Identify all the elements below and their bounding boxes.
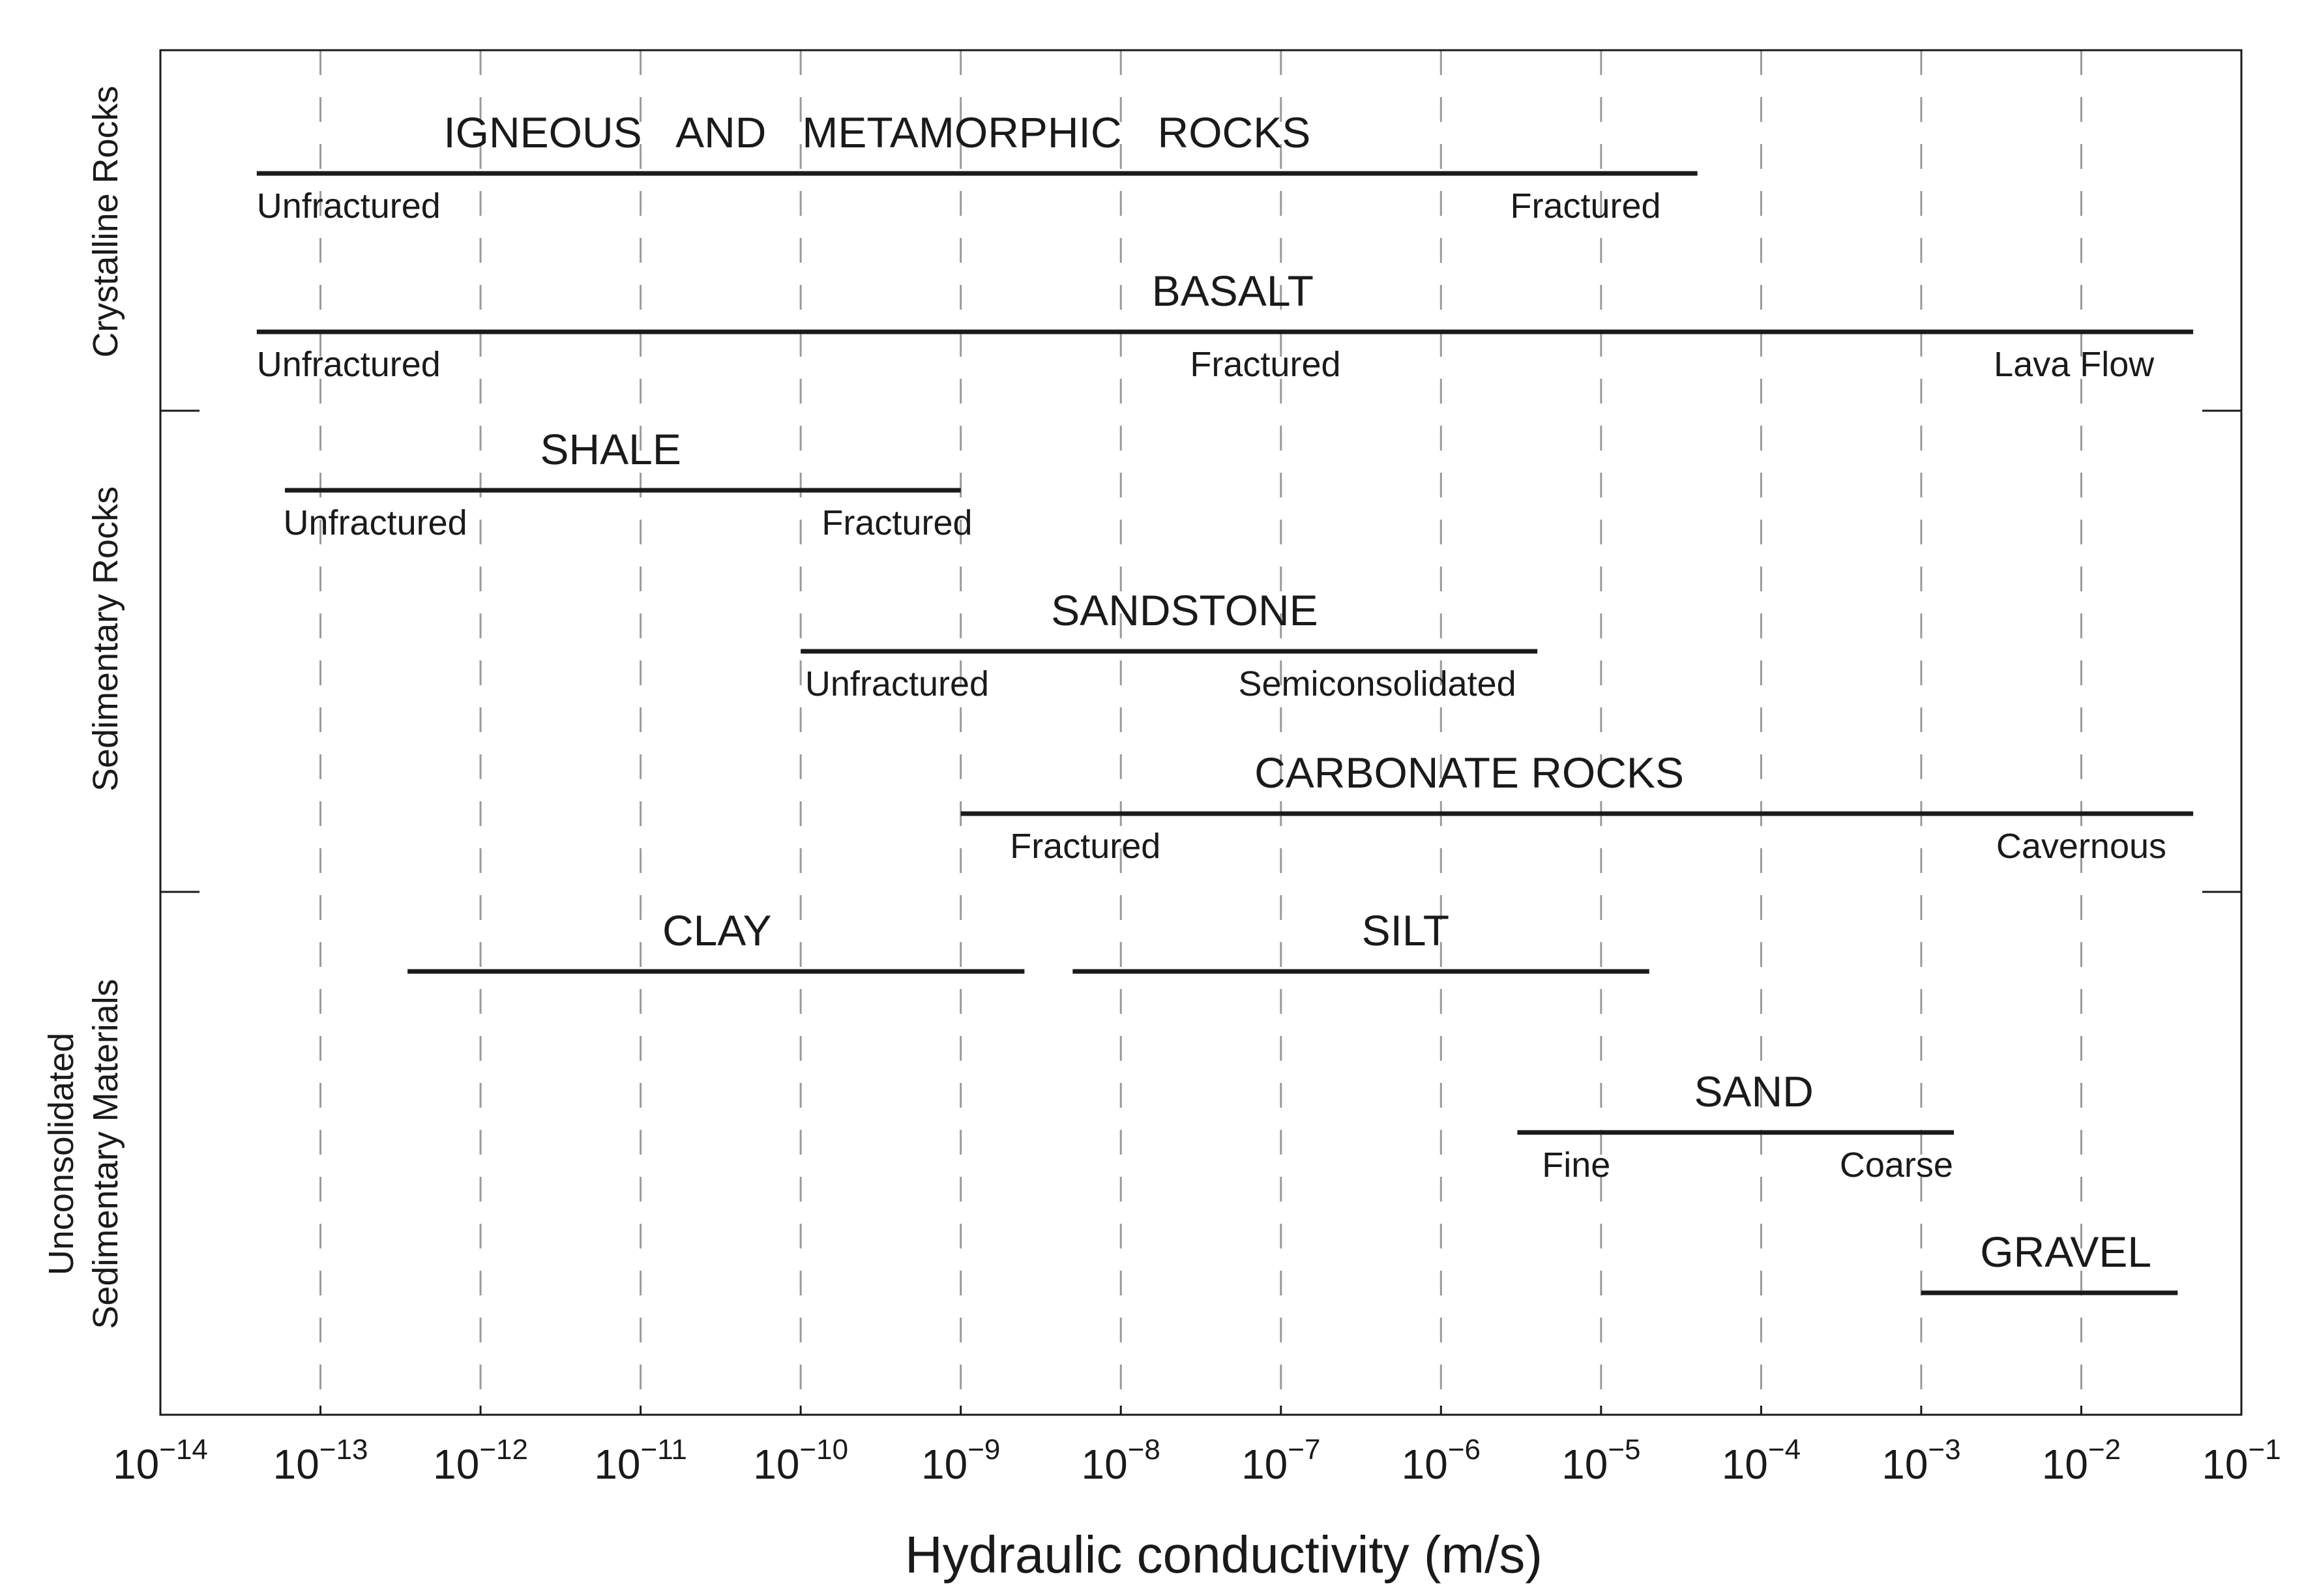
x-tick-label: 10−12 xyxy=(433,1434,528,1488)
x-tick-label: 10−9 xyxy=(921,1434,1000,1488)
range-annotation: Unfractured xyxy=(257,186,441,226)
range-label: GRAVEL xyxy=(1980,1228,2151,1276)
conductivity-ranges: IGNEOUS AND METAMORPHIC ROCKSUnfractured… xyxy=(257,108,2194,1295)
range-label: SAND xyxy=(1694,1067,1813,1116)
x-tick-label: 10−1 xyxy=(2202,1434,2280,1488)
range-group: SILT xyxy=(1072,906,1649,974)
plot-frame xyxy=(159,49,2243,1416)
x-tick-label: 10−3 xyxy=(1881,1434,1960,1488)
range-group: SANDSTONE Unfractured Semiconsolidated xyxy=(801,586,1538,703)
range-group: IGNEOUS AND METAMORPHIC ROCKSUnfractured… xyxy=(257,108,1698,226)
group-dividers xyxy=(160,409,2241,893)
gridlines xyxy=(319,50,2082,1415)
x-tick-label: 10−8 xyxy=(1082,1434,1160,1488)
range-label: CLAY xyxy=(662,906,772,954)
range-annotation: Unfractured xyxy=(805,664,989,703)
group-label: Unconsolidated xyxy=(42,1033,81,1275)
range-group: CARBONATE ROCKS Fractured Cavernous xyxy=(960,748,2194,866)
x-tick-label: 10−6 xyxy=(1402,1434,1481,1488)
group-label: Crystalline Rocks xyxy=(86,85,125,357)
range-group: SAND Fine Coarse xyxy=(1517,1067,1955,1185)
range-annotation: Fractured xyxy=(1010,827,1160,866)
range-label: IGNEOUS AND METAMORPHIC ROCKS xyxy=(443,108,1310,156)
range-annotation: Unfractured xyxy=(257,345,441,384)
x-tick-label: 10−5 xyxy=(1561,1434,1640,1488)
range-label: SANDSTONE xyxy=(1051,586,1318,634)
range-annotation: Lava Flow xyxy=(1994,345,2155,384)
range-annotation: Fractured xyxy=(1190,345,1340,384)
range-annotation: Semiconsolidated xyxy=(1238,664,1516,703)
range-label: CARBONATE ROCKS xyxy=(1254,748,1684,797)
range-group: BASALT Unfractured Fractured Lava Flow xyxy=(257,267,2194,384)
range-annotation: Fine xyxy=(1542,1145,1610,1185)
range-label: BASALT xyxy=(1152,267,1314,315)
range-group: GRAVEL xyxy=(1921,1228,2178,1295)
range-group: SHALE Unfractured Fractured xyxy=(284,425,973,542)
x-tick-label: 10−11 xyxy=(594,1434,687,1488)
range-annotation: Fractured xyxy=(1511,186,1661,226)
x-tick-label: 10−2 xyxy=(2042,1434,2121,1488)
x-tick-label: 10−13 xyxy=(273,1434,368,1488)
range-group: CLAY xyxy=(407,906,1025,974)
range-label: SHALE xyxy=(540,425,681,473)
x-axis-label: Hydraulic conductivity (m/s) xyxy=(905,1526,1542,1584)
x-tick-label: 10−7 xyxy=(1241,1434,1320,1488)
x-tick-label: 10−4 xyxy=(1722,1434,1801,1488)
range-annotation: Fractured xyxy=(821,503,972,542)
range-annotation: Cavernous xyxy=(1996,827,2166,866)
range-annotation: Coarse xyxy=(1840,1145,1953,1185)
range-label: SILT xyxy=(1362,906,1449,954)
x-tick-label: 10−10 xyxy=(753,1434,848,1488)
group-labels: Crystalline Rocks Sedimentary Rocks Uncons… xyxy=(42,85,125,1329)
range-annotation: Unfractured xyxy=(284,503,467,542)
x-axis-ticks: 10−14 10−13 10−12 10−11 10−10 10−9 10−8 10−7 10−… xyxy=(113,1406,2281,1488)
group-label: Sedimentary Rocks xyxy=(86,486,125,791)
group-label: Sedimentary Materials xyxy=(86,979,125,1329)
x-tick-label: 10−14 xyxy=(113,1434,208,1488)
